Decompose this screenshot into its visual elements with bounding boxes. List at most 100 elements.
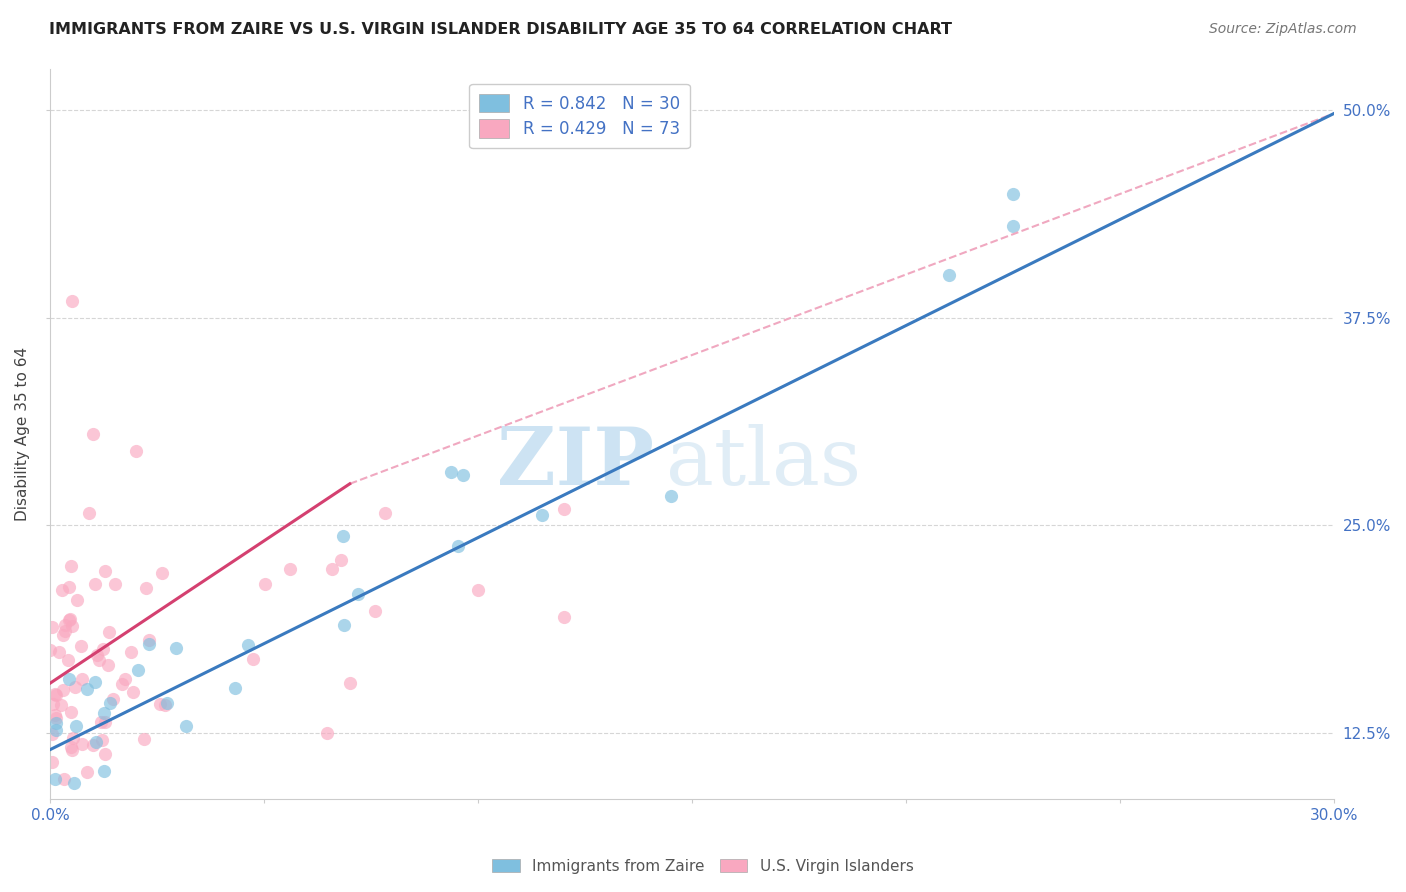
Point (41, 755, 63, 769)
Point (48, 645, 70, 659)
Legend: Immigrants from Zaire, U.S. Virgin Islanders: Immigrants from Zaire, U.S. Virgin Islan… (486, 853, 920, 880)
Point (153, 698, 176, 712)
Point (330, 553, 353, 567)
Point (44, 707, 66, 722)
Point (174, 718, 197, 732)
Point (91, 641, 114, 656)
Point (125, 443, 148, 458)
Point (120, 645, 142, 659)
Point (58, 614, 80, 628)
Point (156, 696, 179, 710)
Point (93, 764, 115, 778)
Point (110, 677, 132, 691)
Point (60, 294, 83, 309)
Point (53, 624, 76, 638)
Text: ZIP: ZIP (496, 425, 654, 502)
Point (62, 731, 84, 745)
Y-axis label: Disability Age 35 to 64: Disability Age 35 to 64 (15, 347, 30, 521)
Point (39, 642, 62, 657)
Point (316, 726, 339, 740)
Point (104, 577, 127, 591)
Point (66, 593, 89, 607)
Point (127, 663, 149, 677)
Point (90, 714, 112, 729)
Point (224, 681, 246, 695)
Point (82, 427, 104, 442)
Point (364, 604, 387, 618)
Point (254, 577, 277, 591)
Point (45, 715, 67, 730)
Point (58, 653, 80, 667)
Point (70, 737, 93, 751)
Point (51, 583, 73, 598)
Point (45, 723, 67, 738)
Point (98, 625, 121, 640)
Point (41, 726, 63, 740)
Text: Source: ZipAtlas.com: Source: ZipAtlas.com (1209, 22, 1357, 37)
Point (58, 672, 80, 686)
Point (938, 268, 960, 282)
Point (60, 743, 83, 757)
Point (98, 696, 121, 710)
Point (236, 638, 259, 652)
Point (103, 692, 125, 706)
Point (60, 739, 83, 754)
Point (451, 467, 474, 482)
Point (60, 558, 83, 573)
Point (45, 688, 67, 702)
Point (114, 672, 136, 686)
Point (333, 618, 356, 632)
Point (332, 529, 354, 543)
Point (242, 652, 264, 666)
Point (59, 612, 82, 626)
Point (150, 566, 173, 581)
Point (94, 564, 117, 578)
Point (553, 609, 575, 624)
Point (659, 489, 682, 503)
Point (121, 684, 143, 698)
Point (41, 698, 63, 712)
Point (65, 680, 87, 694)
Point (440, 465, 463, 479)
Point (553, 501, 575, 516)
Point (165, 640, 187, 655)
Text: IMMIGRANTS FROM ZAIRE VS U.S. VIRGIN ISLANDER DISABILITY AGE 35 TO 64 CORRELATIO: IMMIGRANTS FROM ZAIRE VS U.S. VIRGIN ISL… (49, 22, 952, 37)
Point (77, 507, 100, 521)
Point (90, 733, 112, 747)
Point (96, 658, 118, 673)
Point (87, 653, 110, 667)
Point (1002, 187, 1025, 202)
Point (60, 705, 83, 719)
Point (52, 628, 75, 642)
Point (138, 637, 160, 651)
Legend: R = 0.842   N = 30, R = 0.429   N = 73: R = 0.842 N = 30, R = 0.429 N = 73 (470, 84, 690, 148)
Point (44, 772, 66, 786)
Text: atlas: atlas (666, 425, 862, 502)
Point (93, 747, 115, 761)
Point (93, 706, 115, 720)
Point (1002, 219, 1025, 234)
Point (58, 580, 80, 594)
Point (53, 618, 76, 632)
Point (41, 620, 63, 634)
Point (70, 639, 93, 653)
Point (52, 772, 75, 787)
Point (446, 539, 468, 553)
Point (45, 711, 67, 725)
Point (347, 587, 370, 601)
Point (76, 765, 98, 780)
Point (467, 583, 489, 598)
Point (82, 738, 104, 752)
Point (52, 682, 75, 697)
Point (60, 619, 83, 633)
Point (135, 581, 157, 595)
Point (44, 687, 66, 701)
Point (339, 676, 361, 690)
Point (86, 648, 108, 662)
Point (149, 697, 172, 711)
Point (374, 506, 396, 520)
Point (65, 719, 87, 733)
Point (86, 735, 108, 749)
Point (76, 681, 98, 696)
Point (63, 776, 86, 790)
